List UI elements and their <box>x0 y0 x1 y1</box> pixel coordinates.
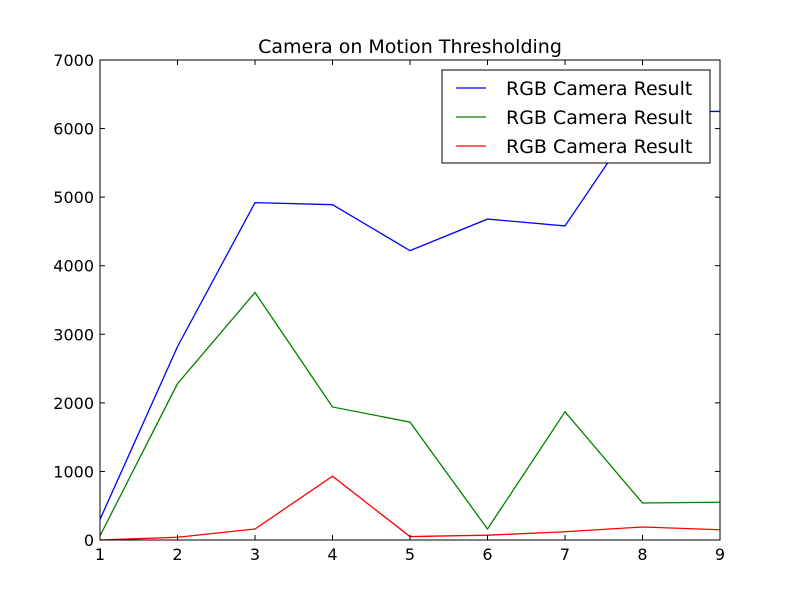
legend: RGB Camera Result RGB Camera Result RGB Ca… <box>441 69 711 164</box>
legend-box <box>441 69 711 164</box>
y-tick-label: 0 <box>84 531 94 550</box>
x-tick-label: 5 <box>405 545 415 564</box>
x-tick-label: 3 <box>250 545 260 564</box>
x-tick-label: 4 <box>327 545 337 564</box>
y-tick-label: 3000 <box>53 325 94 344</box>
legend-label-3: RGB Camera Result <box>506 136 692 158</box>
ticks-layer: 1 2 3 4 5 6 7 8 9 0 1000 2000 3000 4000 5000 6000 7000 <box>53 51 725 564</box>
series-line-2 <box>99 291 721 537</box>
x-tick-label: 9 <box>715 545 725 564</box>
x-tick-label: 1 <box>95 545 105 564</box>
y-tick-label: 6000 <box>53 120 94 139</box>
legend-label-2: RGB Camera Result <box>506 107 692 129</box>
y-tick-label: 4000 <box>53 257 94 276</box>
y-tick-label: 7000 <box>53 51 94 70</box>
y-tick-label: 1000 <box>53 462 94 481</box>
chart-title: Camera on Motion Thresholding <box>258 36 562 58</box>
plot-area-border <box>99 59 721 541</box>
x-tick-label: 6 <box>482 545 492 564</box>
legend-label-1: RGB Camera Result <box>506 78 692 100</box>
x-tick-label: 7 <box>560 545 570 564</box>
x-tick-label: 8 <box>637 545 647 564</box>
y-tick-label: 2000 <box>53 394 94 413</box>
y-tick-label: 5000 <box>53 188 94 207</box>
x-tick-label: 2 <box>172 545 182 564</box>
